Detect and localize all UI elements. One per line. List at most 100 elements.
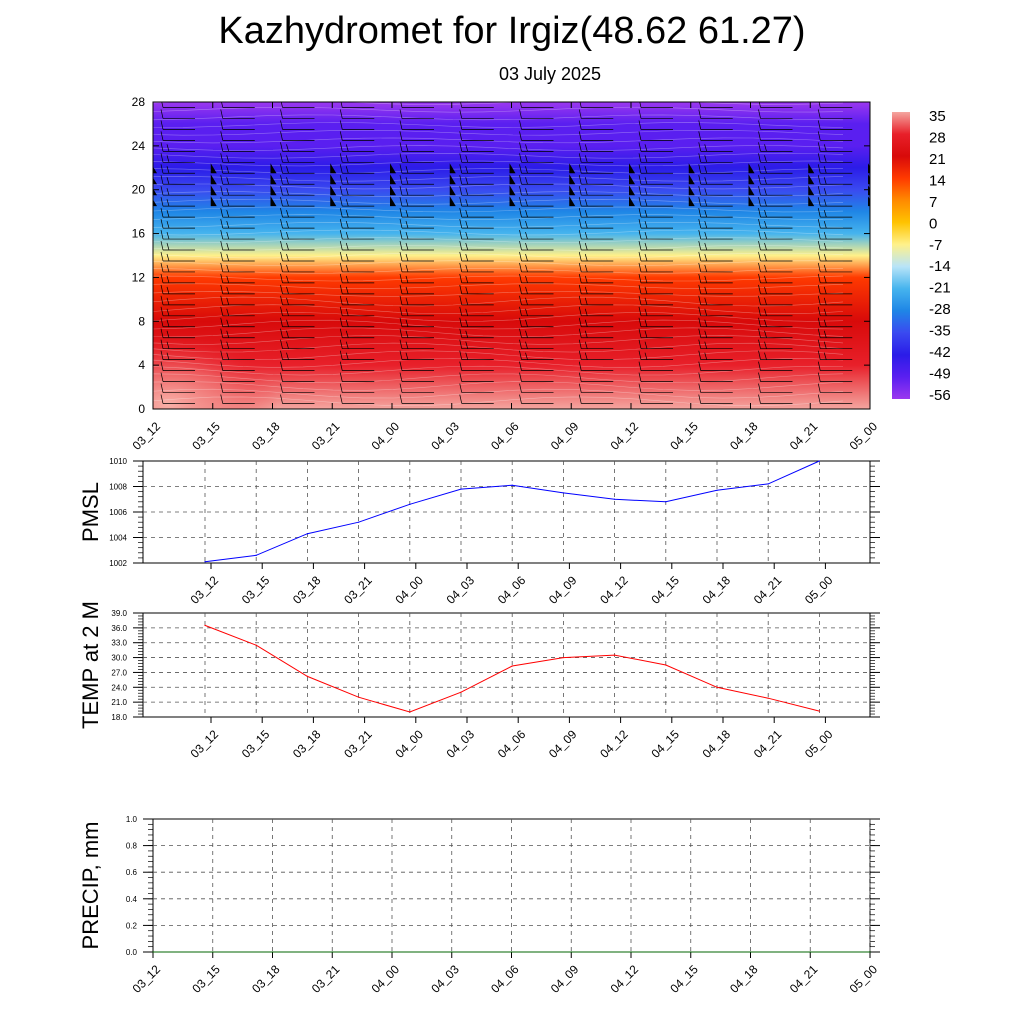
- colorbar-label: 28: [929, 129, 946, 146]
- colorbar-ramp: [892, 112, 910, 399]
- data-point: [460, 691, 462, 693]
- wind-pennant: [748, 185, 755, 196]
- wind-pennant: [270, 185, 277, 196]
- temperature-cross-section: 0 4 8 12 16 20 24 28 03_12 03_15 03_18 03_21 04_00 04…: [130, 95, 881, 453]
- x-tick-label: 03_21: [309, 962, 343, 996]
- data-point: [614, 654, 616, 656]
- heatmap-y-tick: 0: [138, 402, 145, 416]
- x-tick-label: 03_18: [290, 573, 324, 607]
- x-tick-label: 04_15: [648, 573, 682, 607]
- data-point: [409, 503, 411, 505]
- data-point: [665, 501, 667, 503]
- data-point: [749, 951, 752, 953]
- colorbar-label: 0: [929, 215, 937, 232]
- wind-pennant: [808, 163, 815, 174]
- colorbar-label: 14: [929, 172, 946, 189]
- data-point: [152, 951, 154, 953]
- heatmap-y-tick: 8: [138, 314, 145, 328]
- wind-pennant: [390, 196, 396, 207]
- data-point: [331, 951, 333, 953]
- wind-pennant: [509, 185, 516, 196]
- wind-pennant: [688, 196, 695, 207]
- wind-pennant: [808, 196, 815, 207]
- wind-pennant: [629, 196, 635, 207]
- heatmap-x-tick: 03_21: [309, 419, 343, 453]
- y-tick-label: 0.4: [126, 895, 138, 904]
- heatmap-x-tick: 04_18: [727, 419, 761, 453]
- wind-pennant: [449, 196, 456, 207]
- data-point: [511, 665, 513, 667]
- heatmap-x-tick: 04_03: [428, 419, 462, 453]
- y-tick-label: 1010: [109, 457, 127, 466]
- wind-pennant: [270, 163, 277, 174]
- x-tick-label: 04_06: [488, 962, 522, 996]
- data-point: [255, 644, 257, 646]
- y-tick-label: 24.0: [111, 683, 127, 692]
- data-point: [562, 656, 565, 659]
- data-point: [204, 624, 206, 626]
- wind-pennant: [210, 185, 217, 196]
- x-tick-label: 04_06: [495, 573, 529, 607]
- temp-2m-panel: 18.0 21.0 24.0 27.0 30.0 33.0 36.0 39.0 03_12 03_…: [78, 601, 880, 761]
- y-tick-label: 36.0: [111, 624, 127, 633]
- wind-pennant: [449, 174, 456, 185]
- chart-subtitle: 03 July 2025: [498, 64, 602, 84]
- x-tick-label: 03_21: [341, 727, 375, 761]
- data-point: [767, 483, 769, 485]
- data-point: [665, 664, 667, 666]
- warm-surface-region: [153, 334, 278, 409]
- data-point: [869, 951, 871, 953]
- y-tick-label: 1002: [109, 559, 127, 568]
- data-point: [212, 951, 214, 953]
- x-tick-label: 03_15: [239, 727, 273, 761]
- x-tick-label: 04_18: [700, 573, 734, 607]
- data-point: [358, 696, 360, 698]
- heatmap-x-tick: 04_15: [667, 419, 701, 453]
- data-point: [409, 711, 411, 713]
- x-tick-label: 04_09: [546, 573, 580, 607]
- x-tick-label: 03_18: [249, 962, 283, 996]
- heatmap-x-tick: 04_09: [548, 419, 582, 453]
- wind-pennant: [153, 166, 157, 174]
- colorbar-label: 21: [929, 151, 946, 168]
- wind-pennant: [330, 163, 337, 174]
- data-point: [255, 554, 257, 556]
- wind-pennant: [808, 174, 815, 185]
- wind-pennant: [153, 199, 157, 207]
- y-tick-label: 0.6: [126, 868, 138, 877]
- heatmap-y-tick: 24: [132, 139, 146, 153]
- wind-pennant: [808, 185, 815, 196]
- y-tick-label: 33.0: [111, 639, 127, 648]
- heatmap-x-tick: 03_18: [249, 419, 283, 453]
- x-tick-label: 03_15: [189, 962, 223, 996]
- wind-pennant: [390, 174, 396, 185]
- data-point: [358, 521, 360, 523]
- x-tick-label: 03_12: [188, 727, 222, 761]
- x-tick-label: 04_15: [648, 727, 682, 761]
- colorbar-label: -35: [929, 323, 951, 340]
- x-tick-label: 04_03: [444, 573, 478, 607]
- y-tick-label: 1008: [109, 483, 127, 492]
- heatmap-x-tick: 05_00: [847, 419, 881, 453]
- heatmap-x-tick: 04_06: [488, 419, 522, 453]
- wind-pennant: [569, 174, 576, 185]
- wind-pennant: [270, 174, 277, 185]
- wind-pennant: [390, 163, 396, 174]
- data-point: [570, 951, 572, 953]
- temperature-field: [153, 102, 870, 409]
- data-point: [511, 484, 513, 486]
- heatmap-y-tick: 28: [132, 95, 146, 109]
- colorbar-label: -21: [929, 280, 951, 297]
- colorbar-label: 7: [929, 194, 937, 211]
- precip-panel: 0.0 0.2 0.4 0.6 0.8 1.0 03_12 03_15 03_18 03_21 04…: [78, 815, 880, 996]
- wind-pennant: [330, 196, 337, 207]
- x-tick-label: 04_21: [787, 962, 821, 996]
- wind-pennant: [210, 163, 217, 174]
- wind-barbs: [153, 102, 870, 404]
- wind-pennant: [509, 174, 516, 185]
- data-point: [306, 675, 308, 677]
- wind-pennant: [748, 174, 755, 185]
- x-tick-label: 04_21: [751, 727, 785, 761]
- y-tick-label: 1004: [109, 534, 127, 543]
